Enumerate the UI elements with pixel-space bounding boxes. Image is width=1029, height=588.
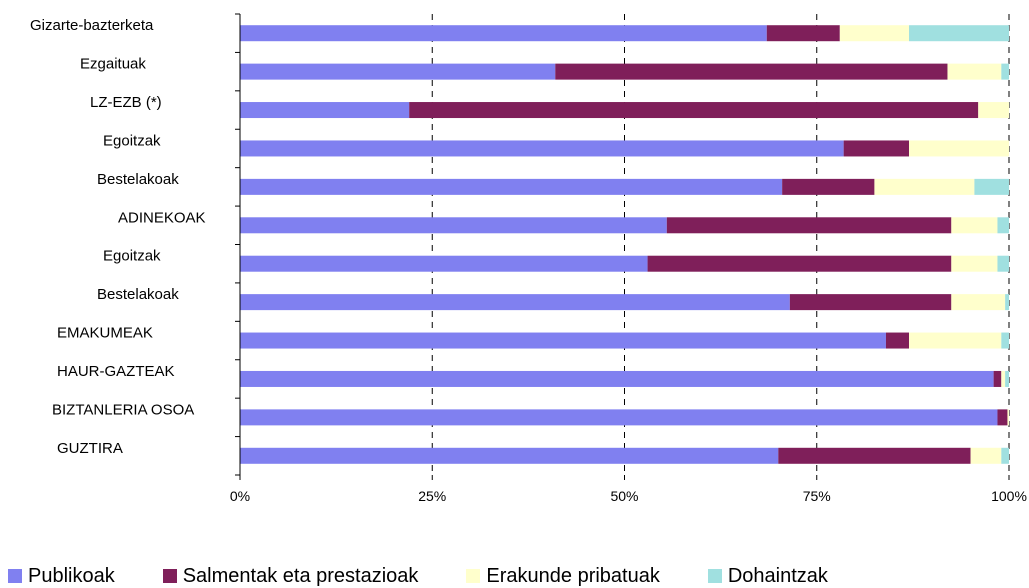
legend-label: Dohaintzak (727, 564, 828, 587)
bar-segment (885, 332, 910, 349)
bar-segment (240, 25, 767, 42)
x-tick-label: 25% (418, 488, 446, 504)
category-label: LZ-EZB (*) (90, 94, 162, 111)
bar-segment (874, 178, 975, 195)
bar-segment (778, 447, 971, 464)
bar-segment (909, 332, 1002, 349)
category-label: Egoitzak (103, 132, 161, 149)
bar-segment (240, 332, 886, 349)
category-label: Egoitzak (103, 248, 161, 265)
bar-segment (993, 370, 1002, 387)
x-tick-label: 0% (230, 488, 250, 504)
bar-segment (240, 409, 998, 426)
bar-segment (666, 217, 952, 234)
stacked-bar-chart: Gizarte-bazterketa Ezgaituak LZ-EZB (*) Ego… (30, 13, 1027, 504)
bar-segment (782, 178, 875, 195)
bar-segment (1001, 63, 1009, 80)
category-label: ADINEKOAK (118, 209, 206, 226)
bars (240, 25, 1009, 464)
bar-segment (1001, 332, 1009, 349)
category-label: HAUR-GAZTEAK (57, 363, 175, 380)
bar-segment (1005, 294, 1009, 311)
bar-segment (951, 255, 998, 272)
category-labels: Gizarte-bazterketa Ezgaituak LZ-EZB (*) Ego… (30, 17, 206, 457)
bar-segment (970, 447, 1002, 464)
bar-segment (1005, 370, 1009, 387)
bar-segment (951, 294, 1006, 311)
bar-segment (909, 25, 1009, 42)
bar-segment (1001, 370, 1006, 387)
category-label: Bestelakoak (97, 171, 179, 188)
legend-swatch (466, 569, 481, 583)
category-label: GUZTIRA (57, 440, 123, 457)
legend-label: Publikoak (28, 564, 115, 587)
bar-segment (1001, 447, 1009, 464)
legend-label: Salmentak eta prestazioak (182, 564, 419, 587)
bar-segment (766, 25, 840, 42)
bar-segment (240, 140, 844, 157)
legend-swatch (8, 569, 22, 583)
category-label: Bestelakoak (97, 286, 179, 303)
category-label: Ezgaituak (80, 56, 146, 73)
bar-segment (789, 294, 952, 311)
tick-labels: 0% 25% 50% 75% 100% (230, 488, 1027, 504)
category-label: BIZTANLERIA OSOA (52, 401, 194, 418)
bar-segment (555, 63, 948, 80)
bar-segment (240, 255, 648, 272)
axes (235, 13, 1010, 480)
bar-segment (240, 217, 667, 234)
bar-segment (240, 63, 556, 80)
bar-segment (240, 178, 783, 195)
bar-segment (947, 63, 1002, 80)
bar-segment (839, 25, 910, 42)
bar-segment (951, 217, 998, 234)
category-label: EMAKUMEAK (57, 325, 153, 342)
x-tick-label: 50% (610, 488, 638, 504)
bar-segment (1007, 409, 1009, 426)
grid-lines (431, 14, 1010, 475)
bar-segment (997, 409, 1008, 426)
legend-swatch (162, 569, 177, 583)
bar-segment (978, 102, 1009, 119)
legend: Publikoak Salmentak eta prestazioak Erakun… (8, 565, 876, 587)
legend-item: Publikoak (8, 565, 115, 588)
category-label: Gizarte-bazterketa (30, 17, 154, 34)
bar-segment (240, 102, 410, 119)
bar-segment (997, 217, 1009, 234)
bar-segment (240, 370, 994, 387)
legend-item: Erakunde pribatuak (466, 564, 660, 588)
bar-segment (240, 294, 790, 311)
legend-swatch (707, 569, 722, 583)
legend-item: Salmentak eta prestazioak (162, 564, 419, 588)
bar-segment (997, 255, 1009, 272)
legend-label: Erakunde pribatuak (486, 564, 660, 587)
legend-item: Dohaintzak (707, 564, 828, 588)
bar-segment (909, 140, 1009, 157)
x-tick-label: 75% (803, 488, 831, 504)
bar-segment (974, 178, 1009, 195)
bar-segment (647, 255, 952, 272)
x-tick-label: 100% (991, 488, 1027, 504)
bar-segment (843, 140, 910, 157)
bar-segment (409, 102, 979, 119)
bar-segment (240, 447, 779, 464)
